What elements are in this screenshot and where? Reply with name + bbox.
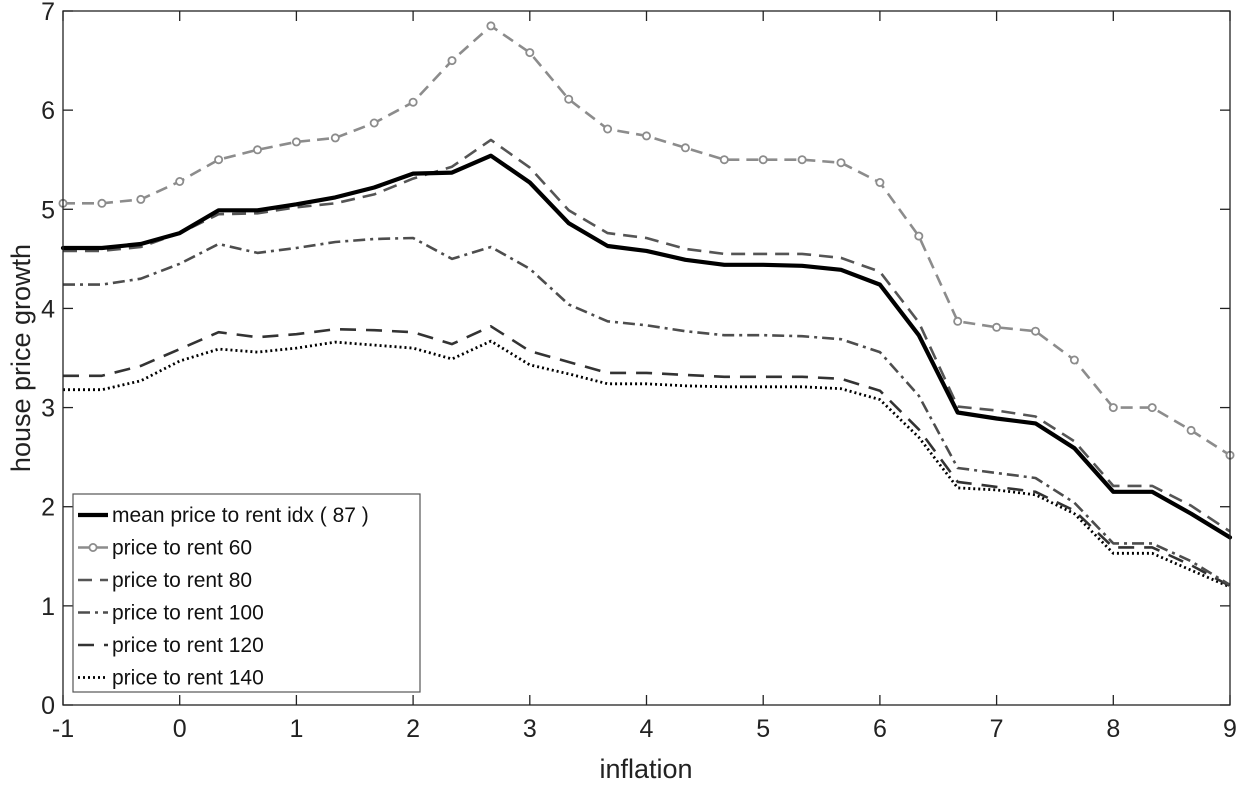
legend-item: price to rent 60 (78, 537, 252, 560)
series-layer (58, 21, 1235, 589)
y-tick-label: 3 (41, 395, 55, 423)
data-point (603, 124, 613, 134)
data-point (486, 21, 496, 31)
legend-item: price to rent 80 (78, 569, 252, 592)
x-tick-label: 1 (289, 715, 303, 743)
x-axis-label: inflation (599, 754, 692, 784)
x-tick-label: 2 (406, 715, 420, 743)
y-tick-label: 1 (41, 593, 55, 621)
legend-label: price to rent 80 (112, 569, 252, 592)
legend-label: price to rent 60 (112, 537, 252, 560)
data-point (408, 97, 418, 107)
series-1 (60, 153, 1233, 540)
x-tick-label: 5 (756, 715, 770, 743)
data-point (291, 137, 301, 147)
data-point (875, 177, 885, 187)
data-point (719, 155, 729, 165)
data-point (1108, 403, 1118, 413)
legend-item: price to rent 120 (78, 634, 264, 657)
data-point (564, 94, 574, 104)
series-4 (63, 236, 1231, 587)
data-point (252, 145, 262, 155)
x-tick-label: 8 (1106, 715, 1120, 743)
series-line (63, 138, 1231, 533)
series-line (63, 236, 1231, 587)
data-point (914, 231, 924, 241)
data-point (1031, 326, 1041, 336)
series-6 (63, 339, 1231, 589)
data-point (214, 155, 224, 165)
legend-label: price to rent 140 (112, 667, 264, 690)
x-tick-label: -1 (52, 715, 74, 743)
legend-item: mean price to rent idx ( 87 ) (78, 504, 369, 527)
data-point (797, 155, 807, 165)
x-tick-label: 9 (1223, 715, 1237, 743)
legend-item: price to rent 100 (78, 602, 264, 625)
y-tick-label: 0 (41, 692, 55, 720)
series-5 (63, 324, 1231, 588)
series-line (63, 324, 1231, 588)
y-tick-label: 4 (41, 295, 55, 323)
data-point (1147, 403, 1157, 413)
legend: mean price to rent idx ( 87 ) price to re… (72, 493, 421, 693)
x-tick-label: 0 (173, 715, 187, 743)
series-3 (63, 138, 1231, 533)
data-point (175, 176, 185, 186)
x-tick-label: 7 (990, 715, 1004, 743)
data-point (525, 48, 535, 58)
series-line (63, 339, 1231, 589)
data-point (97, 198, 107, 208)
legend-item: price to rent 140 (78, 667, 264, 690)
data-point (447, 56, 457, 66)
data-point (992, 322, 1002, 332)
y-tick-label: 7 (41, 0, 55, 26)
x-tick-label: 4 (640, 715, 654, 743)
data-point (330, 133, 340, 143)
legend-label: mean price to rent idx ( 87 ) (112, 504, 369, 527)
data-point (136, 194, 146, 204)
x-tick-label: 3 (523, 715, 537, 743)
data-point (758, 155, 768, 165)
data-point (680, 143, 690, 153)
legend-label: price to rent 120 (112, 634, 264, 657)
data-point (1069, 355, 1079, 365)
data-point (642, 131, 652, 141)
data-point (836, 158, 846, 168)
data-point (369, 118, 379, 128)
legend-box (72, 493, 421, 693)
x-tick-label: 6 (873, 715, 887, 743)
series-line (60, 153, 1233, 540)
y-axis-label: house price growth (6, 244, 36, 472)
y-tick-label: 5 (41, 196, 55, 224)
data-point (1186, 425, 1196, 435)
y-tick-label: 2 (41, 494, 55, 522)
data-point (953, 316, 963, 326)
y-tick-label: 6 (41, 97, 55, 125)
legend-marker (88, 543, 98, 553)
legend-label: price to rent 100 (112, 602, 264, 625)
